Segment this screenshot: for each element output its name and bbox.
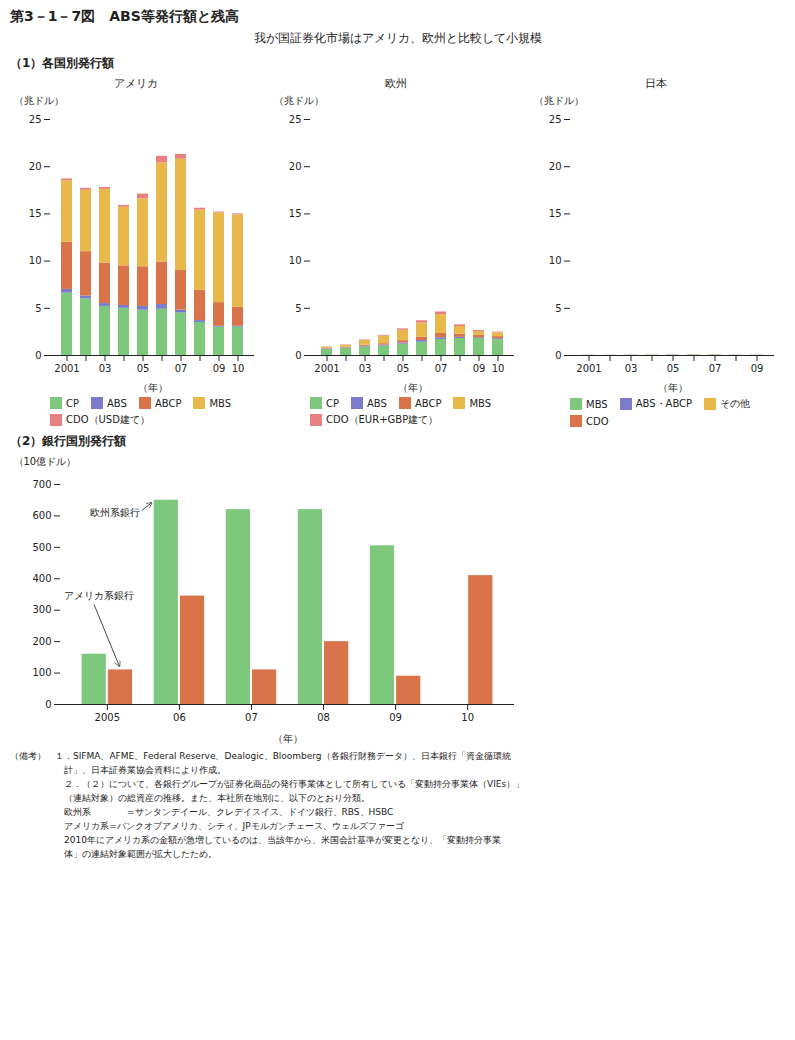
- html-text:ABCP: ABCP: [154, 397, 182, 409]
- html-text:MBS: MBS: [469, 397, 492, 409]
- svg-text:2001: 2001: [576, 363, 601, 374]
- svg-text:5: 5: [35, 303, 41, 314]
- svg-text:06: 06: [173, 712, 186, 723]
- svg-text:03: 03: [625, 363, 638, 374]
- html-text:ABS: ABS: [367, 397, 387, 409]
- svg-text:25: 25: [29, 114, 42, 125]
- svg-text:10: 10: [29, 255, 42, 266]
- svg-text:（兆ドル）: （兆ドル）: [534, 95, 584, 106]
- svg-text:欧州系銀行: 欧州系銀行: [90, 507, 140, 518]
- html-text:第3－1－7図 ABS等発行額と残高: 第3－1－7図 ABS等発行額と残高: [10, 8, 239, 24]
- svg-text:（兆ドル）: （兆ドル）: [274, 95, 324, 106]
- svg-text:25: 25: [289, 114, 302, 125]
- svg-text:（年）: （年）: [138, 382, 168, 393]
- svg-text:5: 5: [295, 303, 301, 314]
- html-text:我が国証券化市場はアメリカ、欧州と比較して小規模: 我が国証券化市場はアメリカ、欧州と比較して小規模: [253, 31, 542, 45]
- svg-text:10: 10: [289, 255, 302, 266]
- svg-text:5: 5: [555, 303, 561, 314]
- svg-text:08: 08: [317, 712, 330, 723]
- svg-text:05: 05: [137, 363, 150, 374]
- svg-text:0: 0: [555, 350, 561, 361]
- svg-text:10: 10: [461, 712, 474, 723]
- svg-text:15: 15: [549, 208, 562, 219]
- html-text:CDO（EUR+GBP建て）: CDO（EUR+GBP建て）: [326, 414, 439, 425]
- svg-text:10: 10: [492, 363, 505, 374]
- svg-text:100: 100: [32, 667, 51, 678]
- svg-text:0: 0: [45, 699, 51, 710]
- svg-text:200: 200: [32, 636, 51, 647]
- svg-text:10: 10: [232, 363, 245, 374]
- svg-text:03: 03: [359, 363, 372, 374]
- svg-text:09: 09: [751, 363, 764, 374]
- svg-text:300: 300: [32, 604, 51, 615]
- svg-text:2001: 2001: [314, 363, 339, 374]
- svg-text:（10億ドル）: （10億ドル）: [14, 456, 77, 467]
- svg-text:アメリカ系銀行: アメリカ系銀行: [64, 590, 134, 601]
- svg-text:（兆ドル）: （兆ドル）: [14, 95, 64, 106]
- svg-text:700: 700: [32, 479, 51, 490]
- svg-text:0: 0: [295, 350, 301, 361]
- svg-text:（年）: （年）: [658, 382, 688, 393]
- svg-text:10: 10: [549, 255, 562, 266]
- html-text:アメリカ: アメリカ: [114, 77, 158, 90]
- svg-text:15: 15: [289, 208, 302, 219]
- svg-text:05: 05: [667, 363, 680, 374]
- svg-text:（年）: （年）: [273, 733, 303, 744]
- html-text:ABS・ABCP: ABS・ABCP: [635, 398, 693, 409]
- svg-text:07: 07: [245, 712, 258, 723]
- svg-text:20: 20: [549, 161, 562, 172]
- svg-text:600: 600: [32, 510, 51, 521]
- svg-text:03: 03: [99, 363, 112, 374]
- svg-text:05: 05: [397, 363, 410, 374]
- svg-text:09: 09: [389, 712, 402, 723]
- svg-text:25: 25: [549, 114, 562, 125]
- svg-text:09: 09: [473, 363, 486, 374]
- svg-text:2001: 2001: [54, 363, 79, 374]
- html-text:ABS: ABS: [107, 397, 127, 409]
- html-text:その他: その他: [720, 398, 751, 409]
- svg-text:20: 20: [29, 161, 42, 172]
- html-text:（1）各国別発行額: （1）各国別発行額: [10, 56, 115, 70]
- html-text:CDO: CDO: [586, 415, 609, 427]
- html-text:CP: CP: [326, 397, 339, 409]
- svg-text:20: 20: [289, 161, 302, 172]
- html-text:MBS: MBS: [586, 398, 608, 410]
- svg-text:15: 15: [29, 208, 42, 219]
- svg-text:07: 07: [435, 363, 448, 374]
- svg-text:07: 07: [709, 363, 722, 374]
- svg-text:07: 07: [175, 363, 188, 374]
- html-text:CDO（USD建て）: CDO（USD建て）: [66, 414, 150, 425]
- svg-text:2005: 2005: [95, 712, 120, 723]
- svg-text:（年）: （年）: [398, 382, 428, 393]
- svg-text:500: 500: [32, 542, 51, 553]
- html-text:（2）銀行国別発行額: （2）銀行国別発行額: [10, 434, 127, 448]
- html-text:ABCP: ABCP: [414, 397, 442, 409]
- html-text:日本: 日本: [645, 77, 667, 90]
- svg-text:400: 400: [32, 573, 51, 584]
- svg-text:09: 09: [213, 363, 226, 374]
- html-text:CP: CP: [66, 397, 79, 409]
- html-text:MBS: MBS: [209, 397, 232, 409]
- html-text:欧州: 欧州: [385, 77, 407, 90]
- html-text:（備考） １．SIFMA、AFME、Federal Rese: （備考） １．SIFMA、AFME、Federal Reserve、Dealog…: [10, 751, 525, 859]
- svg-text:0: 0: [35, 350, 41, 361]
